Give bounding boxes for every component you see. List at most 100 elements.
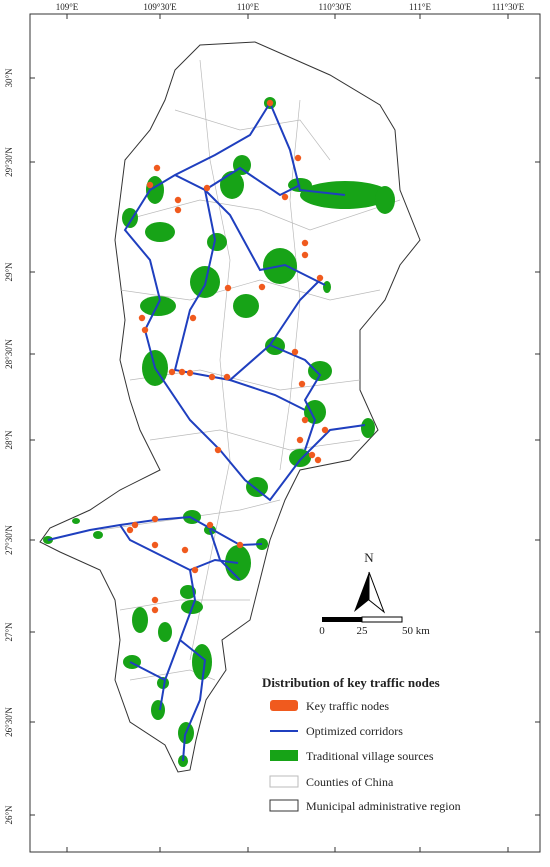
corridor: [119, 524, 197, 711]
traffic-node: [316, 274, 324, 282]
traffic-node: [301, 416, 309, 424]
corridor: [204, 166, 301, 197]
traffic-node: [151, 606, 159, 614]
corridor: [269, 102, 346, 196]
village-source: [146, 176, 164, 204]
latitude-label: 27°N: [4, 622, 14, 642]
scale-label: 50 km: [402, 625, 430, 637]
longitude-label: 109°E: [56, 2, 79, 12]
traffic-node: [146, 181, 154, 189]
latitude-label: 30°N: [4, 68, 14, 88]
village-source: [233, 294, 259, 318]
county-line: [124, 199, 401, 231]
arrow-right: [368, 571, 386, 614]
traffic-node: [296, 436, 304, 444]
latitude-label: 27°30'N: [4, 525, 14, 555]
legend-label: Key traffic nodes: [306, 699, 389, 713]
legend-swatch: [270, 700, 298, 711]
traffic-node: [203, 184, 211, 192]
county-line: [149, 429, 361, 451]
scale-segment: [361, 616, 403, 623]
scale-segment: [322, 617, 362, 622]
traffic-node: [174, 206, 182, 214]
legend-swatch: [270, 750, 298, 761]
traffic-node: [308, 451, 316, 459]
latitude-labels: 30°N 29°30'N 29°N 28°30'N 28°N 27°30'N 27°N 26°…: [4, 68, 540, 825]
traffic-node: [151, 515, 159, 523]
latitude-label: 28°30'N: [4, 339, 14, 369]
legend-label: Traditional village sources: [306, 749, 434, 763]
traffic-node: [208, 373, 216, 381]
traffic-node: [178, 368, 186, 376]
longitude-label: 110°E: [237, 2, 260, 12]
village-source: [93, 531, 103, 539]
traffic-node: [181, 546, 189, 554]
traffic-node: [174, 196, 182, 204]
legend-label: Counties of China: [306, 775, 394, 789]
county-line: [189, 59, 231, 661]
traffic-node: [151, 541, 159, 549]
village-source: [122, 208, 138, 228]
county-line: [174, 109, 331, 161]
traffic-node: [291, 348, 299, 356]
traffic-node: [206, 521, 214, 529]
longitude-labels: 109°E 109°30'E 110°E 110°30'E 111°E 111°30'E: [56, 2, 525, 852]
latitude-label: 29°N: [4, 262, 14, 282]
village-source: [308, 361, 332, 381]
traffic-node: [151, 596, 159, 604]
legend-label: Municipal administrative region: [306, 799, 461, 813]
traffic-node: [141, 326, 149, 334]
traffic-node: [281, 193, 289, 201]
legend-swatch: [269, 799, 299, 812]
traffic-node: [258, 283, 266, 291]
scale-label: 25: [357, 625, 369, 637]
traffic-node: [131, 521, 139, 529]
latitude-label: 26°30'N: [4, 707, 14, 737]
traffic-node: [138, 314, 146, 322]
traffic-node: [294, 154, 302, 162]
village-source: [151, 700, 165, 720]
corridor: [179, 639, 207, 762]
traffic-node: [191, 566, 199, 574]
village-source: [158, 622, 172, 642]
traffic-node: [214, 446, 222, 454]
corridor: [229, 379, 306, 411]
corridor: [123, 102, 271, 301]
corridor: [143, 299, 366, 502]
latitude-label: 26°N: [4, 805, 14, 825]
village-source: [207, 233, 227, 251]
legend-label: Optimized corridors: [306, 724, 403, 738]
north-arrow: N: [354, 550, 386, 614]
traffic-node: [223, 373, 231, 381]
legend-title: Distribution of key traffic nodes: [262, 675, 440, 690]
latitude-label: 28°N: [4, 430, 14, 450]
corridor: [129, 661, 166, 681]
north-label: N: [364, 550, 374, 565]
village-source: [323, 281, 331, 293]
legend: Distribution of key traffic nodes Key tr…: [262, 675, 461, 813]
village-source: [304, 400, 326, 424]
traffic-node: [168, 368, 176, 376]
traffic-node: [301, 251, 309, 259]
village-source: [246, 477, 268, 497]
scale-label: 0: [319, 625, 325, 637]
corridor: [173, 189, 321, 382]
traffic-node: [236, 541, 244, 549]
traffic-nodes: [126, 99, 329, 614]
traffic-node: [126, 526, 134, 534]
traffic-node: [189, 314, 197, 322]
legend-swatch: [269, 775, 299, 788]
corridor: [209, 529, 241, 581]
arrow-left: [354, 572, 369, 612]
traffic-node: [314, 456, 322, 464]
latitude-label: 29°30'N: [4, 147, 14, 177]
longitude-label: 111°E: [409, 2, 431, 12]
village-source: [220, 171, 244, 199]
traffic-node: [266, 99, 274, 107]
village-source: [72, 518, 80, 524]
village-source: [265, 337, 285, 355]
county-line: [119, 599, 250, 611]
corridors: [47, 102, 366, 762]
longitude-label: 109°30'E: [143, 2, 177, 12]
